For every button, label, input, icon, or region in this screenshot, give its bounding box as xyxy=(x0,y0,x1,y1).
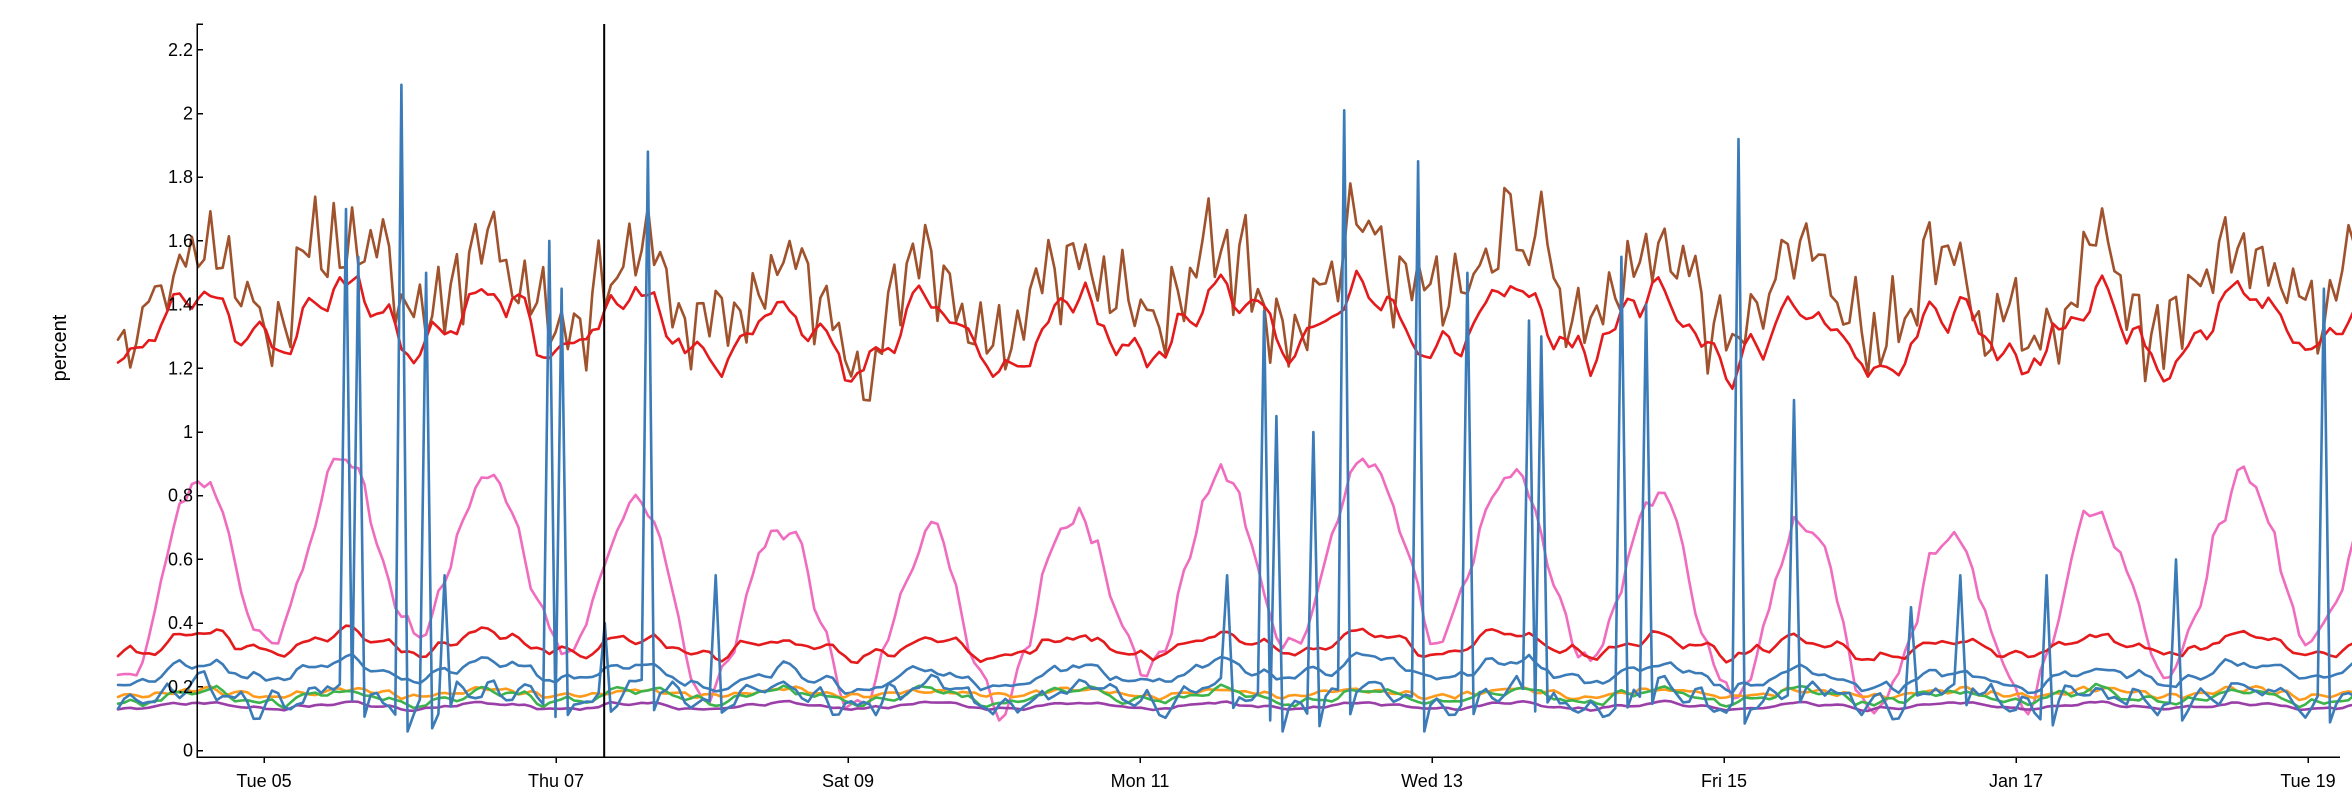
y-tick-label: 1.4 xyxy=(168,295,193,315)
x-tick-label: Wed 13 xyxy=(1401,771,1463,791)
series-line-blue-middle xyxy=(116,651,2352,695)
series-group xyxy=(116,83,2352,733)
axes-group: 0 0.2 0.4 0.6 0.8 1 1.2 1.4 1.6 1.8 2 2.2 Tue 05 Thu … xyxy=(168,23,2340,791)
y-tick-label: 0 xyxy=(183,741,193,761)
y-tick-label: 1.2 xyxy=(168,358,193,378)
series-line-pink xyxy=(116,457,2352,722)
y-axis-line xyxy=(196,23,203,758)
y-tick-label: 1.6 xyxy=(168,231,193,251)
y-tick-label: 1 xyxy=(183,422,193,442)
y-tick-label: 1.8 xyxy=(168,167,193,187)
y-tick-label: 2.2 xyxy=(168,40,193,60)
series-line-purple xyxy=(116,699,2352,713)
x-tick-label: Sat 09 xyxy=(822,771,874,791)
y-tick-label: 0.6 xyxy=(168,549,193,569)
x-tick-label: Fri 15 xyxy=(1701,771,1747,791)
series-line-red-lower xyxy=(116,624,2352,665)
x-tick-label: Mon 11 xyxy=(1111,771,1170,791)
y-axis-title: percent xyxy=(49,314,71,381)
y-tick-label: 0.8 xyxy=(168,486,193,506)
y-tick-label: 2 xyxy=(183,104,193,124)
x-tick-label: Thu 07 xyxy=(528,771,584,791)
series-line-green xyxy=(116,682,2352,710)
y-tick-label: 0.2 xyxy=(168,677,193,697)
y-tick-label: 0.4 xyxy=(168,613,193,633)
x-tick-label: Tue 05 xyxy=(236,771,291,791)
series-line-blue-spikes xyxy=(116,83,2352,733)
series-line-red-upper xyxy=(116,269,2352,391)
x-tick-label: Tue 19 xyxy=(2280,771,2335,791)
x-tick-label: Jan 17 xyxy=(1989,771,2043,791)
series-line-brown xyxy=(116,182,2352,402)
